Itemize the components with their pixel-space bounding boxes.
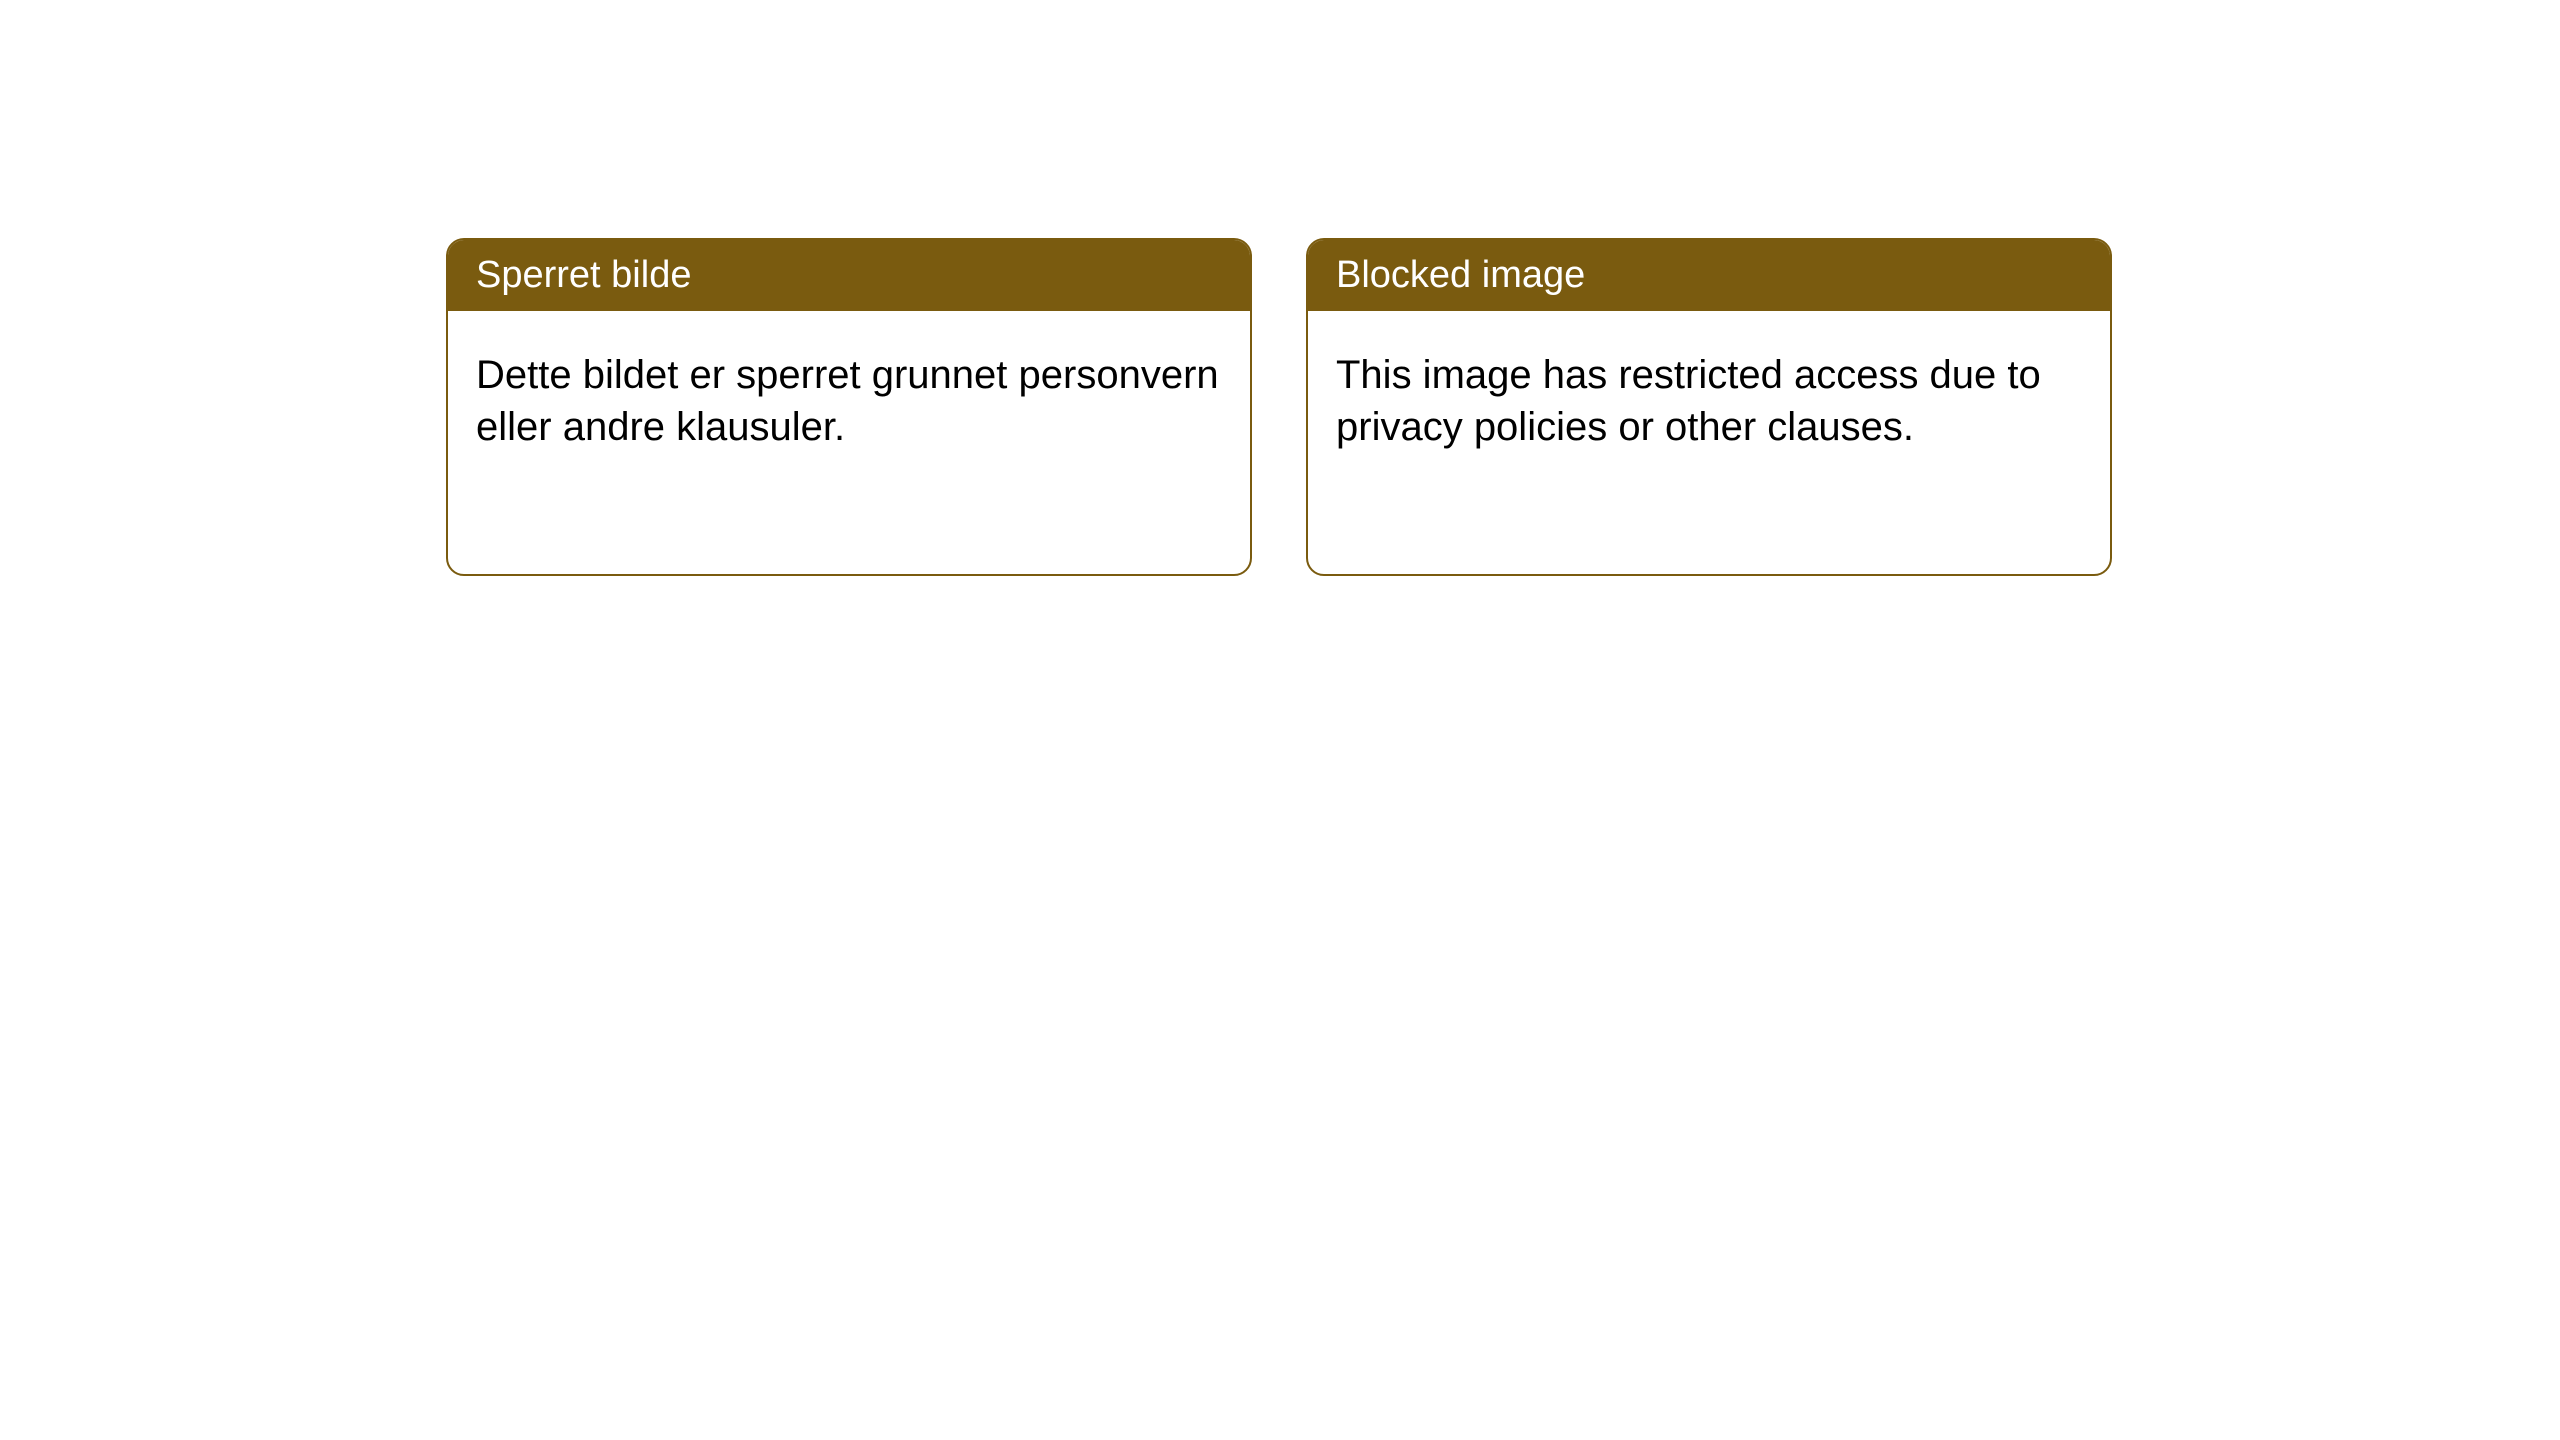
notice-card-norwegian: Sperret bilde Dette bildet er sperret gr… <box>446 238 1252 576</box>
notice-title-english: Blocked image <box>1308 240 2110 311</box>
notice-body-english: This image has restricted access due to … <box>1308 311 2110 491</box>
notice-body-norwegian: Dette bildet er sperret grunnet personve… <box>448 311 1250 491</box>
notice-card-english: Blocked image This image has restricted … <box>1306 238 2112 576</box>
notice-title-norwegian: Sperret bilde <box>448 240 1250 311</box>
notice-container: Sperret bilde Dette bildet er sperret gr… <box>446 238 2112 576</box>
